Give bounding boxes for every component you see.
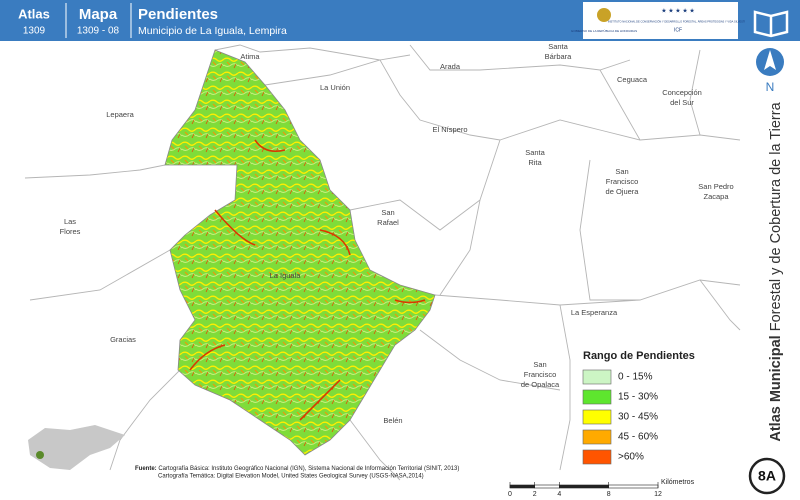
legend-label: >60% <box>618 452 644 463</box>
scale-label: 4 <box>557 491 561 498</box>
place-label: Atima <box>240 52 260 61</box>
place-label: del Sur <box>670 98 694 107</box>
place-label: Arada <box>440 62 461 71</box>
place-label: de Opalaca <box>521 380 560 389</box>
stars: ★ ★ ★ ★ ★ <box>661 8 695 15</box>
scale-label: 0 <box>508 491 512 498</box>
scale-segment <box>509 484 535 489</box>
title: Pendientes <box>138 6 218 23</box>
source: Fuente: Cartografía Básica: Instituto Ge… <box>135 466 459 472</box>
place-label: San Pedro <box>698 182 733 191</box>
logo-text: INSTITUTO NACIONAL DE CONSERVACIÓN Y DES… <box>608 19 748 24</box>
legend-label: 15 - 30% <box>618 392 658 403</box>
place-label: La Esperanza <box>571 308 618 317</box>
place-label: Rita <box>528 158 542 167</box>
atlas-label: Atlas <box>18 6 50 21</box>
place-label: Bárbara <box>545 52 573 61</box>
place-label: Flores <box>60 227 81 236</box>
place-label: Santa <box>525 148 545 157</box>
subtitle: Municipio de La Iguala, Lempira <box>138 25 287 37</box>
place-label: La Iguala <box>270 271 302 280</box>
scale-unit: Kilómetros <box>661 479 695 486</box>
place-label: Rafael <box>377 218 399 227</box>
legend-swatch <box>582 429 612 445</box>
map-number: 1309 - 08 <box>77 26 120 37</box>
source-line: Cartografía Temática: Digital Elevation … <box>158 474 424 480</box>
place-label: San <box>533 360 546 369</box>
scale-label: 12 <box>654 491 662 498</box>
map-label: Mapa <box>79 6 118 23</box>
scale-segment <box>559 484 609 489</box>
place-label: Las <box>64 217 76 226</box>
side-title: Atlas Municipal Forestal y de Cobertura … <box>768 101 784 441</box>
legend-swatch <box>582 409 612 425</box>
boundaries <box>24 44 741 481</box>
municipality <box>164 49 436 456</box>
place-label: Gracias <box>110 335 136 344</box>
inset-map <box>28 425 125 470</box>
place-label: Ceguaca <box>617 75 648 84</box>
source-label: Fuente: <box>135 466 157 472</box>
legend: Rango de Pendientes <box>583 350 695 362</box>
legend-title: Rango de Pendientes <box>583 350 695 362</box>
place-label: Zacapa <box>703 192 729 201</box>
steep-slopes <box>189 139 426 421</box>
place-label: Lepaera <box>106 110 134 119</box>
legend-label: 45 - 60% <box>618 432 658 443</box>
legend-swatch <box>582 389 612 405</box>
emblem <box>597 8 611 22</box>
legend-label: 30 - 45% <box>618 412 658 423</box>
place-label: San <box>381 208 394 217</box>
scale-label: 8 <box>607 491 611 498</box>
place-label: Francisco <box>524 370 557 379</box>
place-label: El Níspero <box>432 125 467 134</box>
logo-box <box>583 2 738 39</box>
badge <box>748 457 786 495</box>
place-label: de Ojuera <box>606 187 640 196</box>
logo-text: ICF <box>674 27 682 33</box>
place-label: La Unión <box>320 83 350 92</box>
side-title-bold: Atlas Municipal <box>768 335 784 441</box>
place-label: San <box>615 167 628 176</box>
place-label: Concepción <box>662 88 702 97</box>
scale-segment <box>534 484 560 489</box>
badge-label: 8A <box>758 468 776 484</box>
inset-location <box>36 451 44 459</box>
side-title-rest: Forestal y de Cobertura de la Tierra <box>768 101 784 335</box>
legend-label: 0 - 15% <box>618 372 653 383</box>
book-icon <box>753 10 789 38</box>
place-label: Santa <box>548 42 568 51</box>
place-label: Francisco <box>606 177 639 186</box>
scale-segment <box>608 484 659 489</box>
source-line: Cartografía Básica: Instituto Geográfico… <box>157 466 460 472</box>
place-label: Belén <box>383 416 402 425</box>
logo-text: GOBIERNO DE LA REPÚBLICA DE HONDURAS <box>571 28 637 33</box>
legend-swatch <box>582 449 612 465</box>
legend-swatch <box>582 369 612 385</box>
scale-label: 2 <box>533 491 537 498</box>
atlas-number: 1309 <box>23 26 46 37</box>
north-label: N <box>766 80 775 94</box>
north-arrow <box>764 50 776 70</box>
